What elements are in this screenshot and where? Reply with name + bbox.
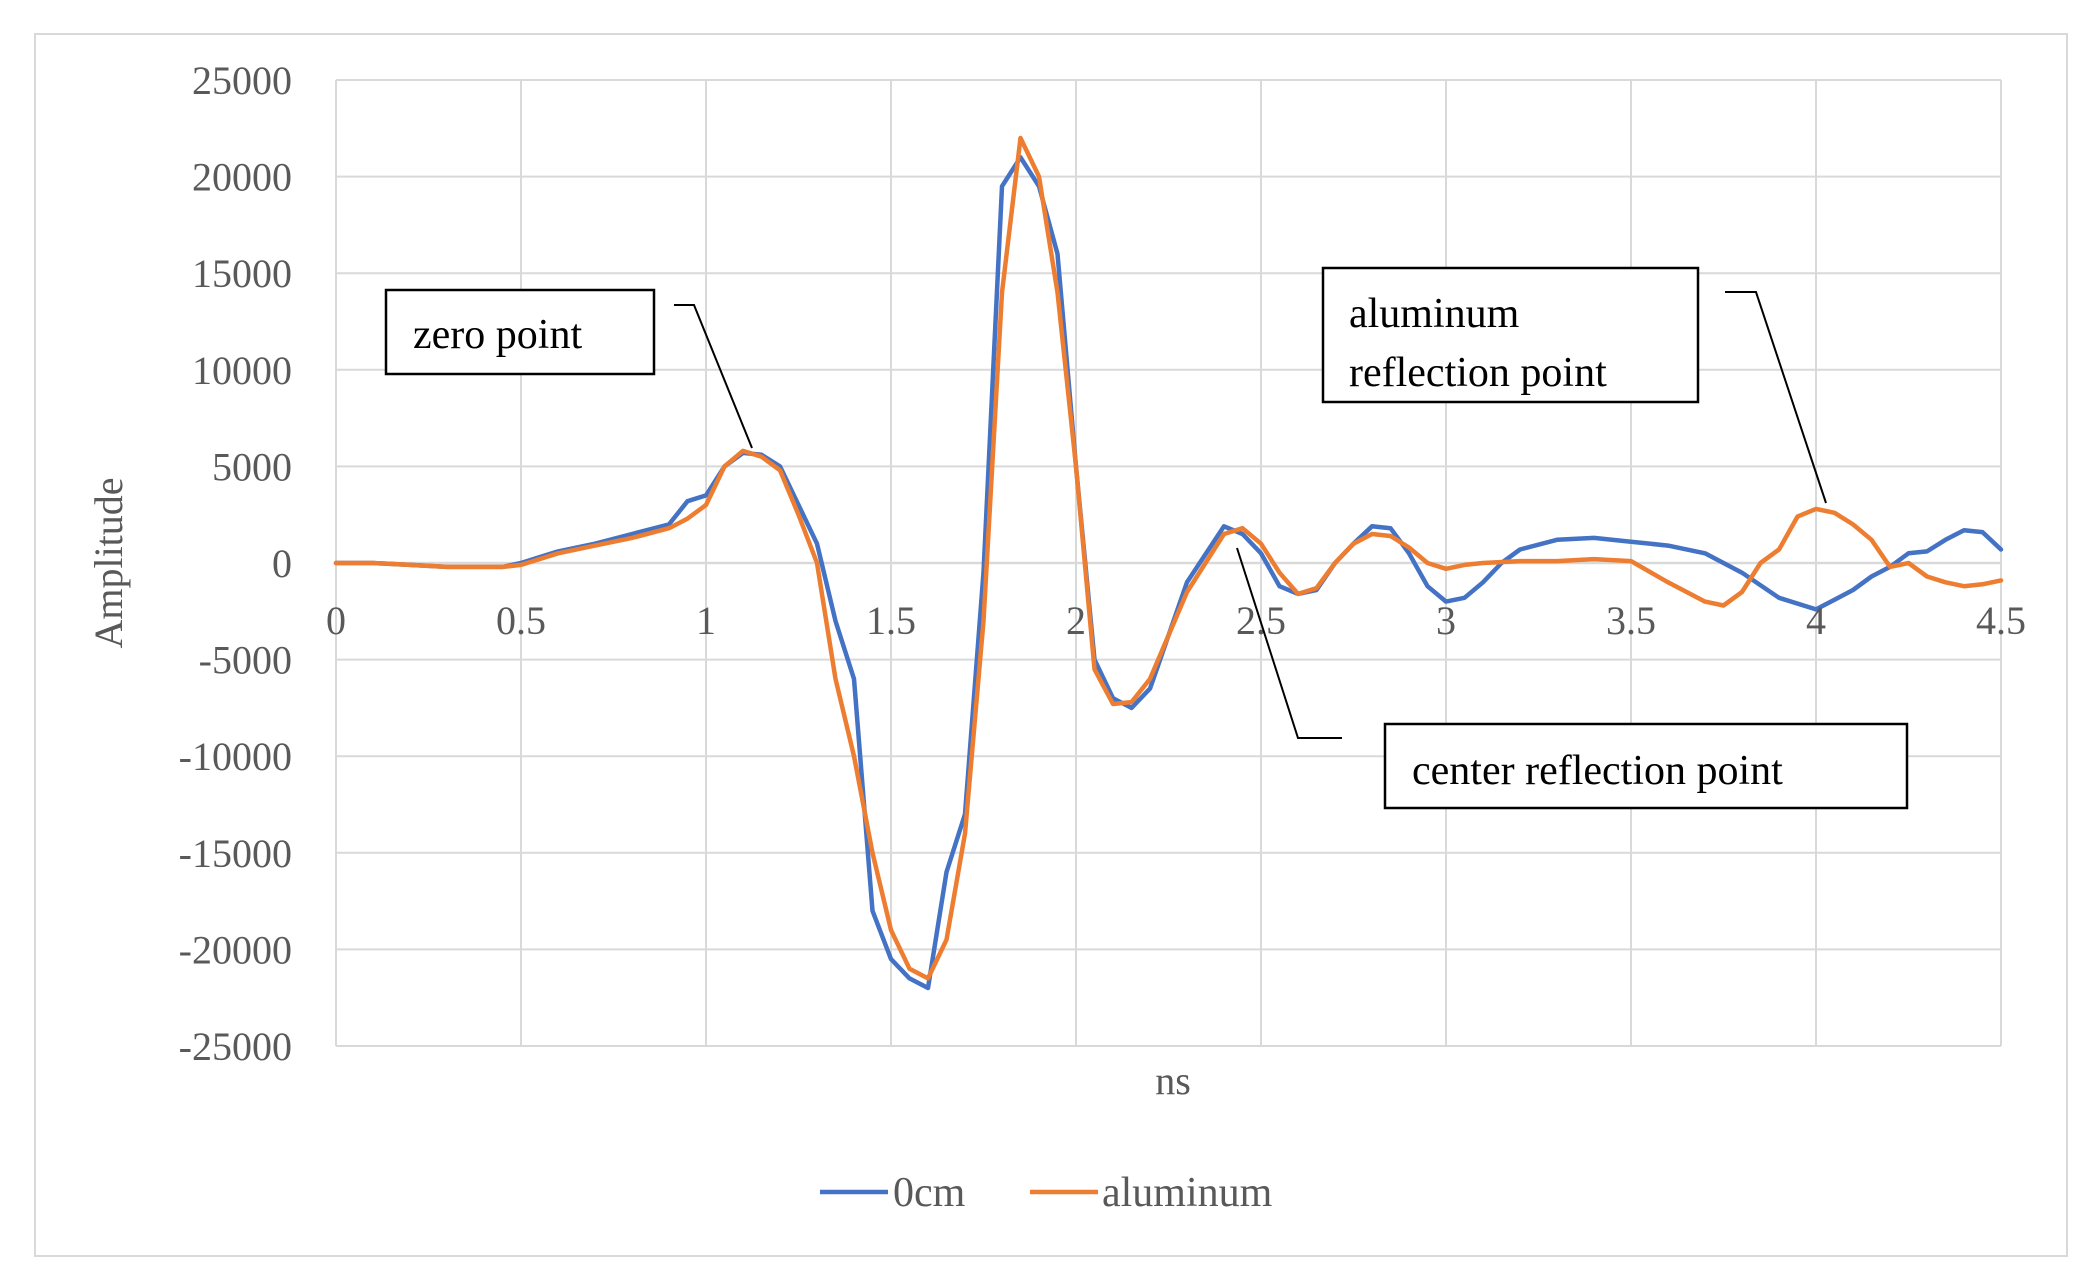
annotation-center-reflection-point: center reflection point — [1236, 547, 1909, 810]
series-line-aluminum — [333, 135, 2004, 981]
annotation-zero-point: zero point — [384, 288, 753, 449]
y-tick-label: -5000 — [199, 638, 292, 683]
legend-label-aluminum: aluminum — [1102, 1170, 1273, 1216]
x-tick-label: 0.5 — [496, 598, 546, 643]
x-tick-label: 4 — [1806, 598, 1826, 643]
x-tick-label: 1 — [696, 598, 716, 643]
series-line-0cm — [333, 155, 2004, 991]
annotation-box — [1321, 266, 1700, 404]
y-tick-label: 0 — [272, 541, 292, 586]
y-tick-label: 15000 — [192, 251, 292, 296]
x-tick-label: 2 — [1066, 598, 1086, 643]
x-tick-label: 3 — [1436, 598, 1456, 643]
annotation-label-line2: reflection point — [1349, 350, 1607, 396]
y-tick-label: -20000 — [179, 927, 292, 972]
annotation-box — [384, 288, 656, 376]
series-lines — [333, 135, 2004, 991]
x-tick-label: 1.5 — [866, 598, 916, 643]
y-tick-label: 20000 — [192, 155, 292, 200]
x-axis-title: ns — [1155, 1058, 1191, 1103]
y-tick-label: 25000 — [192, 58, 292, 103]
annotation-label: zero point — [413, 312, 582, 358]
annotation-box — [1383, 722, 1909, 810]
annotation-leader-line — [1236, 547, 1342, 739]
x-tick-label: 0 — [326, 598, 346, 643]
y-tick-label: -25000 — [179, 1024, 292, 1069]
y-tick-label: -10000 — [179, 734, 292, 779]
annotation-label: center reflection point — [1412, 748, 1783, 794]
annotation-aluminum-reflection-point: aluminum reflection point — [1321, 266, 1827, 504]
annotation-label-line1: aluminum — [1349, 291, 1520, 337]
x-tick-label: 3.5 — [1606, 598, 1656, 643]
legend-label-0cm: 0cm — [893, 1170, 966, 1216]
y-tick-label: -15000 — [179, 831, 292, 876]
y-axis-ticks: 25000 20000 15000 10000 5000 0 -5000 -10000 -150… — [179, 58, 292, 1069]
y-axis-title: Amplitude — [86, 477, 131, 648]
y-tick-label: 5000 — [212, 444, 292, 489]
annotation-leader-line — [1725, 291, 1827, 504]
y-tick-label: 10000 — [192, 348, 292, 393]
gridlines — [335, 79, 2002, 1047]
legend: 0cm aluminum — [820, 1170, 1273, 1216]
annotation-leader-line — [674, 304, 753, 449]
x-tick-label: 4.5 — [1976, 598, 2026, 643]
